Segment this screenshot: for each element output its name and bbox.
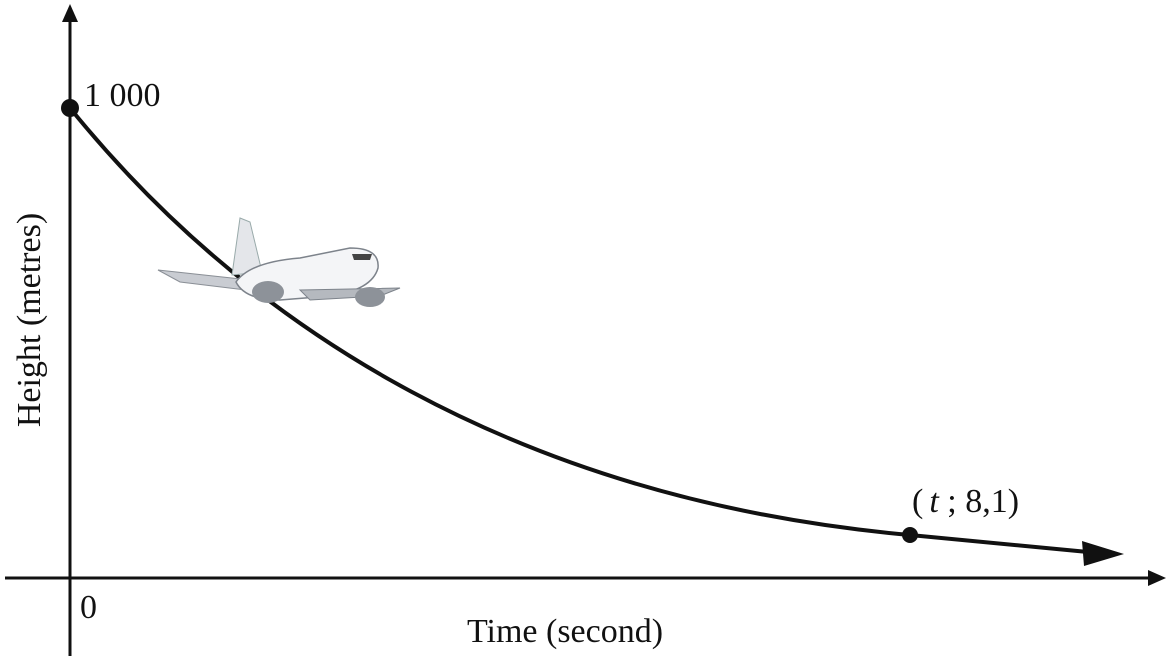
y-axis-arrow [62, 4, 78, 22]
end-label-open: ( [912, 483, 923, 520]
curve-arrow [1082, 541, 1124, 566]
y-axis-label: Height (metres) [11, 213, 48, 427]
airplane [158, 218, 400, 307]
end-point [902, 527, 918, 543]
x-axis-arrow [1148, 570, 1166, 586]
x-axis-label: Time (second) [467, 613, 663, 650]
origin-label: 0 [80, 589, 97, 626]
diagram: 1 000 (t ; 8,1) 0 Time (second) Height (… [0, 0, 1166, 656]
end-label-rest: ; 8,1) [939, 483, 1019, 520]
start-label: 1 000 [84, 77, 161, 114]
end-label: (t ; 8,1) [912, 483, 1019, 520]
start-point [61, 99, 79, 117]
